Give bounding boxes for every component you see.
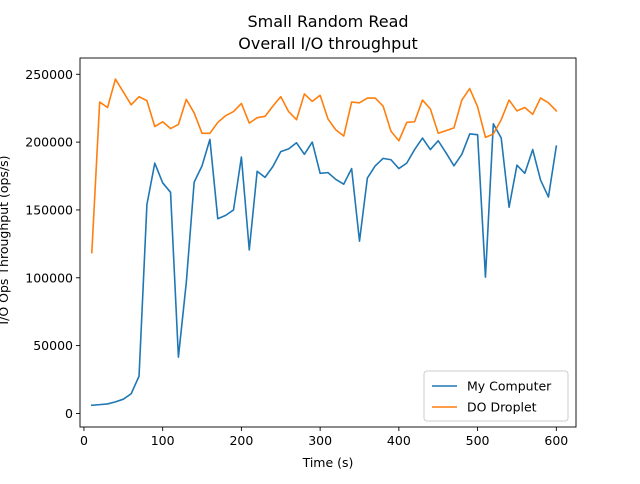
x-tick-label: 500 [466,433,490,448]
y-tick-label: 200000 [25,135,73,150]
x-tick-label: 600 [544,433,568,448]
legend-label: DO Droplet [467,400,537,415]
x-tick-label: 0 [80,433,88,448]
plot-area: 0 100 200 300 400 500 600 0 50000 100000 150000 200… [25,57,577,448]
x-axis-label: Time (s) [302,455,354,470]
x-tick-label: 300 [308,433,332,448]
x-tick-label: 200 [229,433,253,448]
plot-frame [79,57,577,428]
series-line-do-droplet [90,78,558,254]
chart-subtitle: Overall I/O throughput [238,34,418,53]
y-tick-label: 250000 [25,67,73,82]
chart-title: Small Random Read [247,12,408,31]
legend-label: My Computer [467,379,552,394]
x-tick-label: 400 [387,433,411,448]
legend: My Computer DO Droplet [423,370,569,422]
y-tick-label: 0 [65,406,73,421]
y-tick-label: 100000 [25,270,73,285]
legend-box [423,370,569,422]
y-axis-label: I/O Ops Throughput (ops/s) [0,155,11,324]
series-line-my-computer [90,123,558,407]
y-tick-label: 150000 [25,202,73,217]
x-tick-label: 100 [151,433,175,448]
y-tick-label: 50000 [33,338,73,353]
